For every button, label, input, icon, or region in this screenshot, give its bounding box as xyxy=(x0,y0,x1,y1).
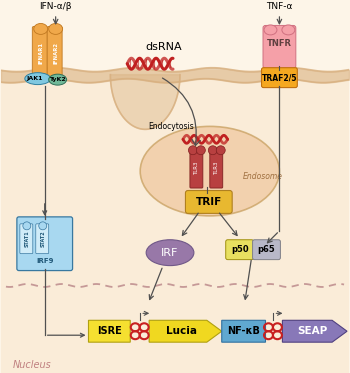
Text: IFNAR1: IFNAR1 xyxy=(38,42,43,64)
FancyBboxPatch shape xyxy=(190,148,203,188)
Ellipse shape xyxy=(188,146,197,155)
Circle shape xyxy=(23,222,31,230)
FancyBboxPatch shape xyxy=(186,191,232,213)
Text: Nucleus: Nucleus xyxy=(13,360,52,370)
Text: TyK2: TyK2 xyxy=(49,77,66,82)
Text: IRF9: IRF9 xyxy=(36,258,54,264)
Text: Endosome: Endosome xyxy=(243,172,282,181)
Text: TLR3: TLR3 xyxy=(214,162,219,175)
Text: TNFR: TNFR xyxy=(267,39,292,48)
Text: TRIF: TRIF xyxy=(196,197,222,207)
Text: TNF-α: TNF-α xyxy=(266,2,293,11)
Text: STAT1: STAT1 xyxy=(25,231,29,247)
Polygon shape xyxy=(282,320,347,342)
Text: dsRNA: dsRNA xyxy=(145,42,182,52)
Ellipse shape xyxy=(208,146,217,155)
Ellipse shape xyxy=(282,25,295,35)
Text: p65: p65 xyxy=(258,245,275,254)
Ellipse shape xyxy=(49,23,63,34)
Ellipse shape xyxy=(49,74,66,85)
Ellipse shape xyxy=(216,146,225,155)
Circle shape xyxy=(39,222,47,230)
FancyBboxPatch shape xyxy=(32,26,47,79)
Text: IFNAR2: IFNAR2 xyxy=(53,42,58,64)
Text: IRF: IRF xyxy=(161,248,179,258)
FancyBboxPatch shape xyxy=(89,320,130,342)
Text: Endocytosis: Endocytosis xyxy=(148,122,194,131)
FancyBboxPatch shape xyxy=(20,224,33,254)
Text: SEAP: SEAP xyxy=(297,326,327,336)
FancyArrowPatch shape xyxy=(162,78,200,145)
FancyBboxPatch shape xyxy=(226,240,253,260)
Text: IFN-α/β: IFN-α/β xyxy=(40,2,72,11)
Text: p50: p50 xyxy=(231,245,248,254)
FancyBboxPatch shape xyxy=(210,148,223,188)
FancyBboxPatch shape xyxy=(47,26,62,79)
FancyBboxPatch shape xyxy=(261,68,297,88)
Text: TLR3: TLR3 xyxy=(194,162,200,175)
Ellipse shape xyxy=(146,240,194,266)
Text: TRAF2/5: TRAF2/5 xyxy=(262,73,297,82)
Ellipse shape xyxy=(140,126,279,216)
FancyBboxPatch shape xyxy=(36,224,49,254)
FancyBboxPatch shape xyxy=(263,25,296,68)
Ellipse shape xyxy=(196,146,205,155)
Text: STAT2: STAT2 xyxy=(40,231,45,247)
Polygon shape xyxy=(110,75,180,129)
Text: JAK1: JAK1 xyxy=(27,76,43,81)
Ellipse shape xyxy=(264,25,277,35)
Bar xyxy=(1,70,349,373)
Text: NF-κB: NF-κB xyxy=(227,326,260,336)
Ellipse shape xyxy=(25,73,51,85)
FancyBboxPatch shape xyxy=(17,217,72,270)
Text: Lucia: Lucia xyxy=(167,326,197,336)
Text: ISRE: ISRE xyxy=(97,326,122,336)
FancyBboxPatch shape xyxy=(253,240,280,260)
Polygon shape xyxy=(149,320,222,342)
Ellipse shape xyxy=(34,23,48,34)
FancyBboxPatch shape xyxy=(222,320,266,342)
